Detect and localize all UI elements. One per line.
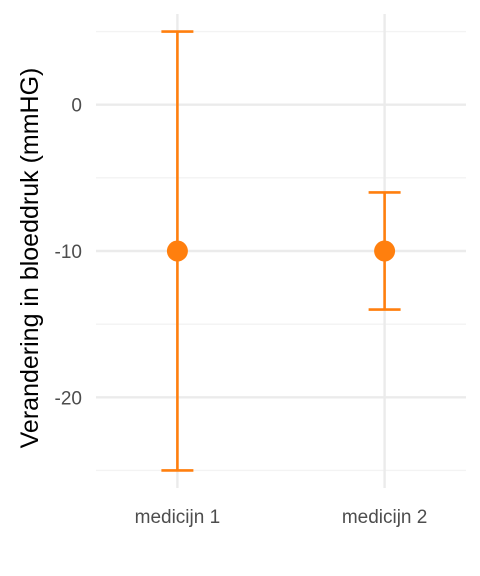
x-tick-label: medicijn 1 [135,507,221,528]
y-axis-title: Verandering in bloeddruk (mmHG) [16,68,44,449]
labels-layer: 0 -10 -20 medicijn 1 medicijn 2 [55,96,428,528]
data-point [374,240,396,262]
y-tick-label: 0 [71,96,82,117]
x-tick-label: medicijn 2 [342,507,428,528]
y-tick-label: -20 [55,388,82,409]
data-point [166,240,188,262]
y-tick-label: -10 [55,242,82,263]
marks-layer [161,30,401,472]
